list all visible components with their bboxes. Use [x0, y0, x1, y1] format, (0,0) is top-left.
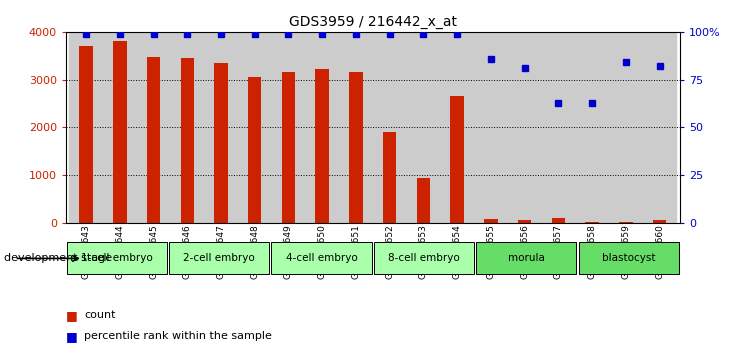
Bar	[575, 32, 609, 223]
Bar	[586, 222, 599, 223]
Bar	[552, 218, 565, 223]
Bar	[137, 32, 170, 223]
Text: 2-cell embryo: 2-cell embryo	[183, 253, 255, 263]
Bar	[169, 242, 270, 274]
Bar	[578, 242, 679, 274]
Bar	[170, 32, 204, 223]
Bar	[281, 72, 295, 223]
Bar	[147, 57, 160, 223]
Bar	[417, 178, 430, 223]
Bar	[103, 32, 137, 223]
Title: GDS3959 / 216442_x_at: GDS3959 / 216442_x_at	[289, 16, 457, 29]
Bar	[79, 46, 93, 223]
Bar	[476, 242, 577, 274]
Text: ■: ■	[66, 330, 77, 343]
Bar	[518, 220, 531, 223]
Bar	[349, 72, 363, 223]
Bar	[69, 32, 103, 223]
Bar	[316, 69, 329, 223]
Text: ■: ■	[66, 309, 77, 321]
Bar	[484, 219, 498, 223]
Bar	[450, 96, 464, 223]
Bar	[306, 32, 339, 223]
Bar	[238, 32, 272, 223]
Bar	[248, 77, 262, 223]
Text: percentile rank within the sample: percentile rank within the sample	[84, 331, 272, 341]
Text: development stage: development stage	[4, 253, 112, 263]
Bar	[643, 32, 676, 223]
Bar	[113, 41, 126, 223]
Bar	[373, 32, 406, 223]
Text: 4-cell embryo: 4-cell embryo	[286, 253, 357, 263]
Bar	[374, 242, 474, 274]
Bar	[609, 32, 643, 223]
Bar	[204, 32, 238, 223]
Bar	[406, 32, 440, 223]
Bar	[474, 32, 508, 223]
Text: 1-cell embryo: 1-cell embryo	[81, 253, 153, 263]
Text: morula: morula	[508, 253, 545, 263]
Text: blastocyst: blastocyst	[602, 253, 656, 263]
Bar	[67, 242, 167, 274]
Bar	[181, 58, 194, 223]
Text: count: count	[84, 310, 115, 320]
Bar	[440, 32, 474, 223]
Bar	[339, 32, 373, 223]
Bar	[619, 222, 632, 223]
Bar	[214, 63, 228, 223]
Bar	[653, 220, 667, 223]
Text: 8-cell embryo: 8-cell embryo	[388, 253, 460, 263]
Bar	[272, 32, 306, 223]
Bar	[542, 32, 575, 223]
Bar	[508, 32, 542, 223]
Bar	[271, 242, 372, 274]
Bar	[383, 132, 396, 223]
